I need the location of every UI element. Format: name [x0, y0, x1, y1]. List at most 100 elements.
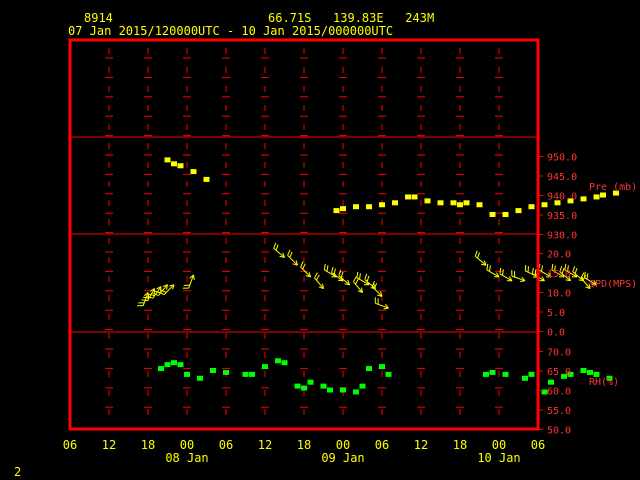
- wind-feather: [574, 267, 578, 274]
- wind-feather: [371, 280, 376, 287]
- y-tick-label: 10.0: [547, 289, 571, 300]
- station-id: 8914: [84, 11, 113, 25]
- wind-feather: [540, 265, 543, 272]
- wind-feather: [315, 274, 320, 281]
- wind-shaft: [564, 269, 578, 278]
- wind-feather: [586, 273, 589, 280]
- wind-feather: [338, 269, 342, 276]
- wind-shaft: [324, 269, 337, 278]
- wind-head: [483, 260, 487, 266]
- rh-point: [379, 364, 385, 370]
- wind-barb: [583, 271, 597, 286]
- wind-feather: [152, 292, 159, 296]
- wind-head: [279, 255, 285, 258]
- wind-feather: [373, 282, 378, 289]
- pressure-point: [177, 163, 184, 169]
- wind-shaft: [158, 284, 168, 296]
- pressure-point: [593, 194, 600, 200]
- x-axis: 06 12 18 00 06 12 18 00 06 12 18 00 06 08 Jan 09 Jan 10…: [63, 438, 545, 465]
- wind-barb: [182, 274, 195, 289]
- data-marks: [137, 157, 619, 395]
- wind-shaft: [314, 277, 324, 289]
- wind-head: [308, 271, 311, 278]
- wind-feather: [477, 252, 481, 259]
- wind-feather: [531, 267, 534, 274]
- wind-shaft: [356, 277, 370, 286]
- rh-point: [177, 362, 184, 368]
- wind-shaft: [584, 277, 597, 286]
- wind-feather: [314, 272, 318, 279]
- pressure-point: [528, 204, 535, 210]
- wind-shaft: [353, 281, 363, 293]
- wind-feather: [273, 242, 277, 249]
- wind-feather: [580, 272, 585, 279]
- x-tick-label: 00: [336, 438, 350, 452]
- rh-point: [366, 366, 372, 372]
- rh-point: [275, 358, 281, 364]
- y-tick-label: 940.0: [547, 192, 577, 203]
- wind-feather: [566, 265, 569, 272]
- wind-shaft: [375, 302, 389, 309]
- rh-point: [307, 379, 314, 385]
- pressure-point: [613, 190, 619, 196]
- wind-barb: [137, 292, 150, 307]
- wind-head: [149, 288, 155, 292]
- pressure-point: [366, 204, 372, 210]
- rh-point: [242, 371, 249, 377]
- x-tick-label: 06: [219, 438, 233, 452]
- wind-feather: [287, 249, 291, 256]
- pressure-point: [405, 194, 411, 200]
- wind-feather: [364, 273, 368, 280]
- wind-feather: [358, 273, 361, 280]
- grid: [105, 48, 503, 421]
- pressure-point: [489, 212, 496, 217]
- rh-point: [593, 371, 600, 377]
- wind-head: [143, 292, 149, 297]
- wind-shaft: [300, 266, 311, 278]
- wind-feather: [289, 251, 293, 258]
- wind-feather: [141, 299, 148, 302]
- wind-shaft: [538, 269, 552, 278]
- wind-shaft: [163, 284, 175, 295]
- rh-point: [580, 368, 587, 373]
- wind-head: [305, 275, 311, 278]
- rh-point: [281, 360, 288, 366]
- wind-head: [189, 274, 194, 279]
- x-tick-label: 06: [63, 438, 77, 452]
- wind-feather: [300, 261, 304, 268]
- wind-shaft: [331, 272, 344, 282]
- pressure-point: [437, 200, 444, 206]
- y-tick-label: 15.0: [547, 269, 571, 280]
- y-axis-label: Pre (mb): [589, 182, 637, 193]
- rh-point: [489, 369, 496, 375]
- wind-shaft: [338, 275, 350, 286]
- wind-barb: [323, 263, 337, 278]
- wind-head: [337, 279, 344, 282]
- x-tick-label: 06: [375, 438, 389, 452]
- y-tick-label: 65.0: [547, 367, 571, 378]
- wind-shaft: [188, 274, 194, 289]
- rh-point: [561, 373, 567, 379]
- wind-barb: [486, 263, 500, 278]
- wind-barb: [353, 276, 363, 293]
- wind-head: [373, 283, 376, 289]
- wind-shaft: [287, 254, 298, 266]
- wind-barb: [374, 297, 389, 310]
- wind-head: [318, 286, 324, 290]
- wind-barb: [364, 273, 376, 290]
- panel-dividers: [70, 136, 538, 333]
- rh-point: [262, 364, 268, 370]
- pressure-point: [515, 208, 522, 214]
- pressure-point: [476, 202, 483, 208]
- x-tick-label: 06: [531, 438, 545, 452]
- wind-barb: [356, 271, 370, 286]
- wind-feather: [158, 291, 165, 296]
- wind-head: [519, 280, 526, 283]
- wind-head: [295, 260, 298, 266]
- wind-shaft: [273, 248, 285, 258]
- x-day-label: 09 Jan: [321, 451, 364, 465]
- pressure-point: [190, 169, 197, 175]
- wind-head: [361, 287, 363, 293]
- y-tick-label: 60.0: [547, 387, 571, 398]
- wind-feather: [553, 265, 556, 272]
